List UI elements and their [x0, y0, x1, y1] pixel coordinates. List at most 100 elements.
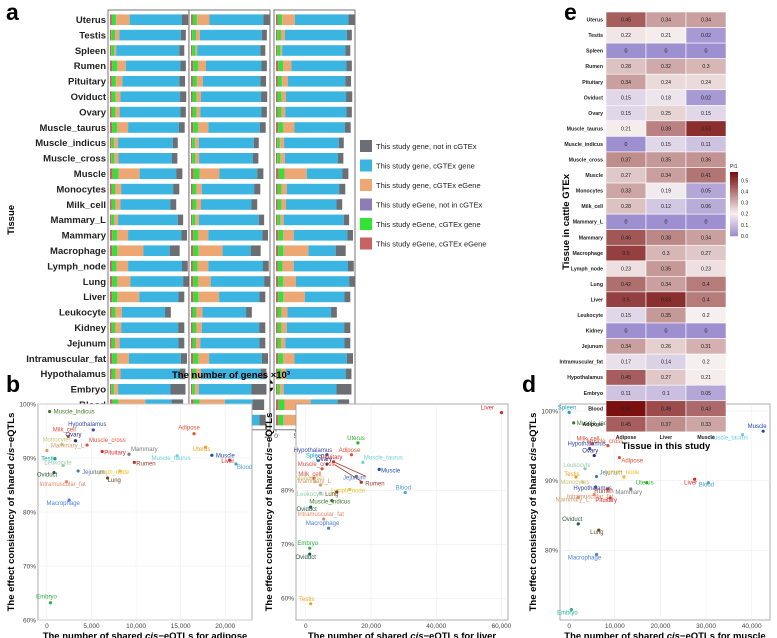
point-label-muscle-indicus: Muscle_indicus: [309, 500, 350, 506]
bar-segment-intramuscular-fat-1: [193, 353, 198, 364]
legend-swatch-2: [360, 179, 372, 191]
bar-segment-muscle-4: [139, 168, 177, 179]
point-label-hypothalamus: Hypothalamus: [68, 422, 106, 428]
bar-segment-mammary-l-1: [277, 214, 281, 226]
colorbar-step: [730, 212, 738, 215]
heatmap-row-label-mammary-l: Mammary_L: [573, 220, 604, 226]
point-label-muscle-taurus: Muscle_taurus: [364, 455, 403, 461]
heatmap-value-label: 0.38: [661, 235, 671, 241]
bar-segment-leukocyte-3: [115, 307, 122, 318]
bar-segment-kidney-1: [111, 322, 116, 333]
point-muscle: [210, 453, 214, 457]
bar-segment-embryo-1: [192, 384, 195, 395]
bar-segment-rumen-0: [110, 60, 113, 72]
bar-segment-lung-1: [112, 276, 117, 287]
point-spleen: [316, 459, 320, 463]
bar-segment-jejunum-5: [259, 337, 266, 349]
heatmap-value-label: 0.33: [701, 422, 711, 428]
bar-segment-intramuscular-fat-1: [112, 353, 117, 364]
bar-segment-testis-1: [192, 29, 196, 41]
bar-segment-jejunum-5: [344, 337, 351, 349]
heatmap-value-label: 0.14: [661, 360, 671, 366]
heatmap-value-label: 0: [665, 329, 668, 335]
bar-segment-uterus-0: [110, 14, 112, 25]
bar-segment-muscle-taurus-5: [178, 122, 185, 133]
bar-segment-embryo-4: [283, 384, 337, 395]
panel-label-a: a: [6, 0, 19, 25]
bar-segment-ovary-3: [196, 106, 201, 118]
bar-segment-intramuscular-fat-0: [276, 353, 279, 364]
bar-segment-blood-0: [276, 399, 279, 410]
bar-segment-muscle-3: [284, 168, 307, 179]
bar-segment-hypothalamus-5: [345, 368, 352, 380]
tissue-label-ovary: Ovary: [79, 107, 107, 118]
bar-segment-monocytes-5: [254, 183, 261, 195]
bar-segment-mammary-1: [193, 230, 198, 241]
bar-segment-leukocyte-3: [196, 307, 203, 318]
bar-segment-liver-5: [259, 291, 266, 303]
heatmap-value-label: 0: [665, 220, 668, 226]
heatmap-value-label: 0.25: [661, 111, 671, 117]
bar-segment-muscle-taurus-5: [344, 122, 351, 133]
bar-segment-oviduct-1: [192, 91, 197, 102]
bar-segment-milk-cell-1: [192, 199, 197, 210]
bar-segment-macrophage-3: [117, 245, 144, 256]
bar-segment-milk-cell-5: [336, 199, 343, 210]
point-oviduct: [52, 470, 56, 475]
heatmap-value-label: 0.24: [661, 80, 671, 86]
bar-segment-spleen-0: [276, 45, 278, 56]
point-label-testis: Testis: [41, 457, 56, 463]
heatmap-value-label: 0.58: [621, 406, 631, 412]
bar-segment-spleen-3: [114, 45, 117, 56]
bar-segment-spleen-1: [192, 45, 196, 56]
tissue-label-spleen: Spleen: [75, 46, 106, 57]
bar-segment-lymph-node-3: [197, 260, 209, 272]
point-label-leukocyte: Leukocyte: [44, 461, 72, 467]
bar-segment-pituitary-0: [110, 76, 112, 87]
bar-segment-rumen-5: [180, 60, 186, 72]
heatmap-value-label: 0.34: [621, 80, 631, 86]
heatmap-value-label: 0.37: [661, 422, 671, 428]
bar-segment-liver-5: [178, 291, 185, 303]
bar-segment-leukocyte-0: [110, 307, 112, 318]
point-label-lymph-node: Lymph_node: [605, 470, 640, 476]
facet-muscle: 05101520: [273, 9, 357, 440]
heatmap-value-label: 0.15: [661, 142, 671, 148]
x-axis-title-c: The number of shared cis−eQTLs for liver: [308, 631, 497, 638]
bar-segment-muscle-indicus-1: [192, 137, 195, 149]
point-pituitary: [608, 496, 612, 500]
bar-segment-muscle-indicus-5: [253, 137, 259, 149]
colorbar-step: [730, 189, 738, 192]
bar-segment-muscle-1: [278, 168, 285, 179]
bar-segment-jejunum-1: [277, 337, 281, 349]
x-tick-label: 20,000: [361, 623, 381, 630]
x-tick-label: 5: [293, 433, 297, 440]
bar-segment-kidney-5: [344, 322, 351, 333]
bar-segment-mammary-l-5: [343, 214, 350, 226]
point-label-testis: Testis: [299, 597, 314, 603]
heatmap-value-label: 0.3: [702, 64, 709, 70]
y-axis-title-c: The effect consistency of shared cis−eQT…: [264, 413, 275, 612]
point-intramuscular-fat: [64, 480, 69, 484]
bar-segment-muscle-taurus-0: [191, 122, 194, 133]
bar-segment-hypothalamus-5: [260, 368, 267, 380]
bar-segment-mammary-l-0: [276, 214, 278, 226]
bar-segment-jejunum-3: [281, 337, 286, 349]
point-label-muscle-taurus: Muscle_taurus: [152, 456, 191, 462]
heatmap-value-label: 0.53: [701, 126, 711, 132]
panel-label-b: b: [6, 371, 20, 397]
bar-segment-uterus-5: [181, 14, 189, 25]
bar-segment-ovary-3: [115, 106, 120, 118]
bar-segment-embryo-0: [191, 384, 193, 395]
bar-segment-muscle-0: [110, 168, 113, 179]
bar-segment-testis-0: [191, 29, 193, 41]
bar-segment-rumen-1: [278, 60, 283, 72]
point-label-monocytes: Monocytes: [295, 476, 324, 482]
point-liver: [228, 458, 232, 462]
bar-segment-kidney-0: [276, 322, 278, 333]
bar-segment-kidney-0: [110, 322, 112, 333]
heatmap-value-label: 0.2: [702, 313, 709, 319]
bar-segment-milk-cell-0: [110, 199, 112, 210]
bar-segment-liver-5: [344, 291, 351, 303]
point-label-oviduct: Oviduct: [562, 517, 583, 523]
